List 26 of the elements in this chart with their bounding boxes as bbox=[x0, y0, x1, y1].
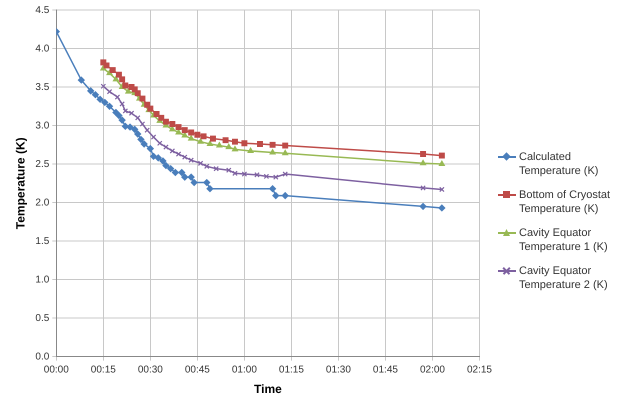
legend-label: Calculated Temperature (K) bbox=[519, 150, 600, 178]
x-tick-label: 00:15 bbox=[90, 364, 116, 376]
x-axis-title: Time bbox=[254, 382, 282, 396]
x-tick-label: 02:00 bbox=[420, 364, 446, 376]
y-tick-label: 1.0 bbox=[35, 274, 50, 286]
x-tick-label: 00:00 bbox=[44, 364, 70, 376]
legend-label: Bottom of Cryostat Temperature (K) bbox=[519, 188, 612, 216]
x-tick-label: 00:45 bbox=[184, 364, 210, 376]
legend-label: Cavity Equator Temperature 1 (K) bbox=[519, 226, 609, 254]
legend-label: Cavity Equator Temperature 2 (K) bbox=[519, 264, 609, 292]
y-tick-label: 2.5 bbox=[35, 158, 50, 170]
x-tick-label: 01:45 bbox=[372, 364, 398, 376]
y-tick-label: 0.5 bbox=[35, 312, 50, 324]
y-tick-label: 4.0 bbox=[35, 43, 50, 54]
y-axis-title: Temperature (K) bbox=[14, 137, 28, 230]
y-tick-label: 4.5 bbox=[35, 4, 50, 16]
y-tick-label: 2.0 bbox=[35, 197, 50, 208]
y-tick-label: 0.0 bbox=[35, 351, 50, 362]
y-tick-label: 1.5 bbox=[35, 236, 50, 247]
x-tick-label: 02:15 bbox=[466, 364, 492, 376]
y-tick-label: 3.5 bbox=[35, 82, 50, 93]
y-tick-label: 3.0 bbox=[35, 120, 50, 132]
x-tick-label: 01:15 bbox=[278, 364, 304, 376]
x-tick-label: 01:00 bbox=[232, 364, 258, 376]
x-tick-label: 01:30 bbox=[326, 364, 352, 376]
x-tick-label: 00:30 bbox=[138, 364, 164, 376]
